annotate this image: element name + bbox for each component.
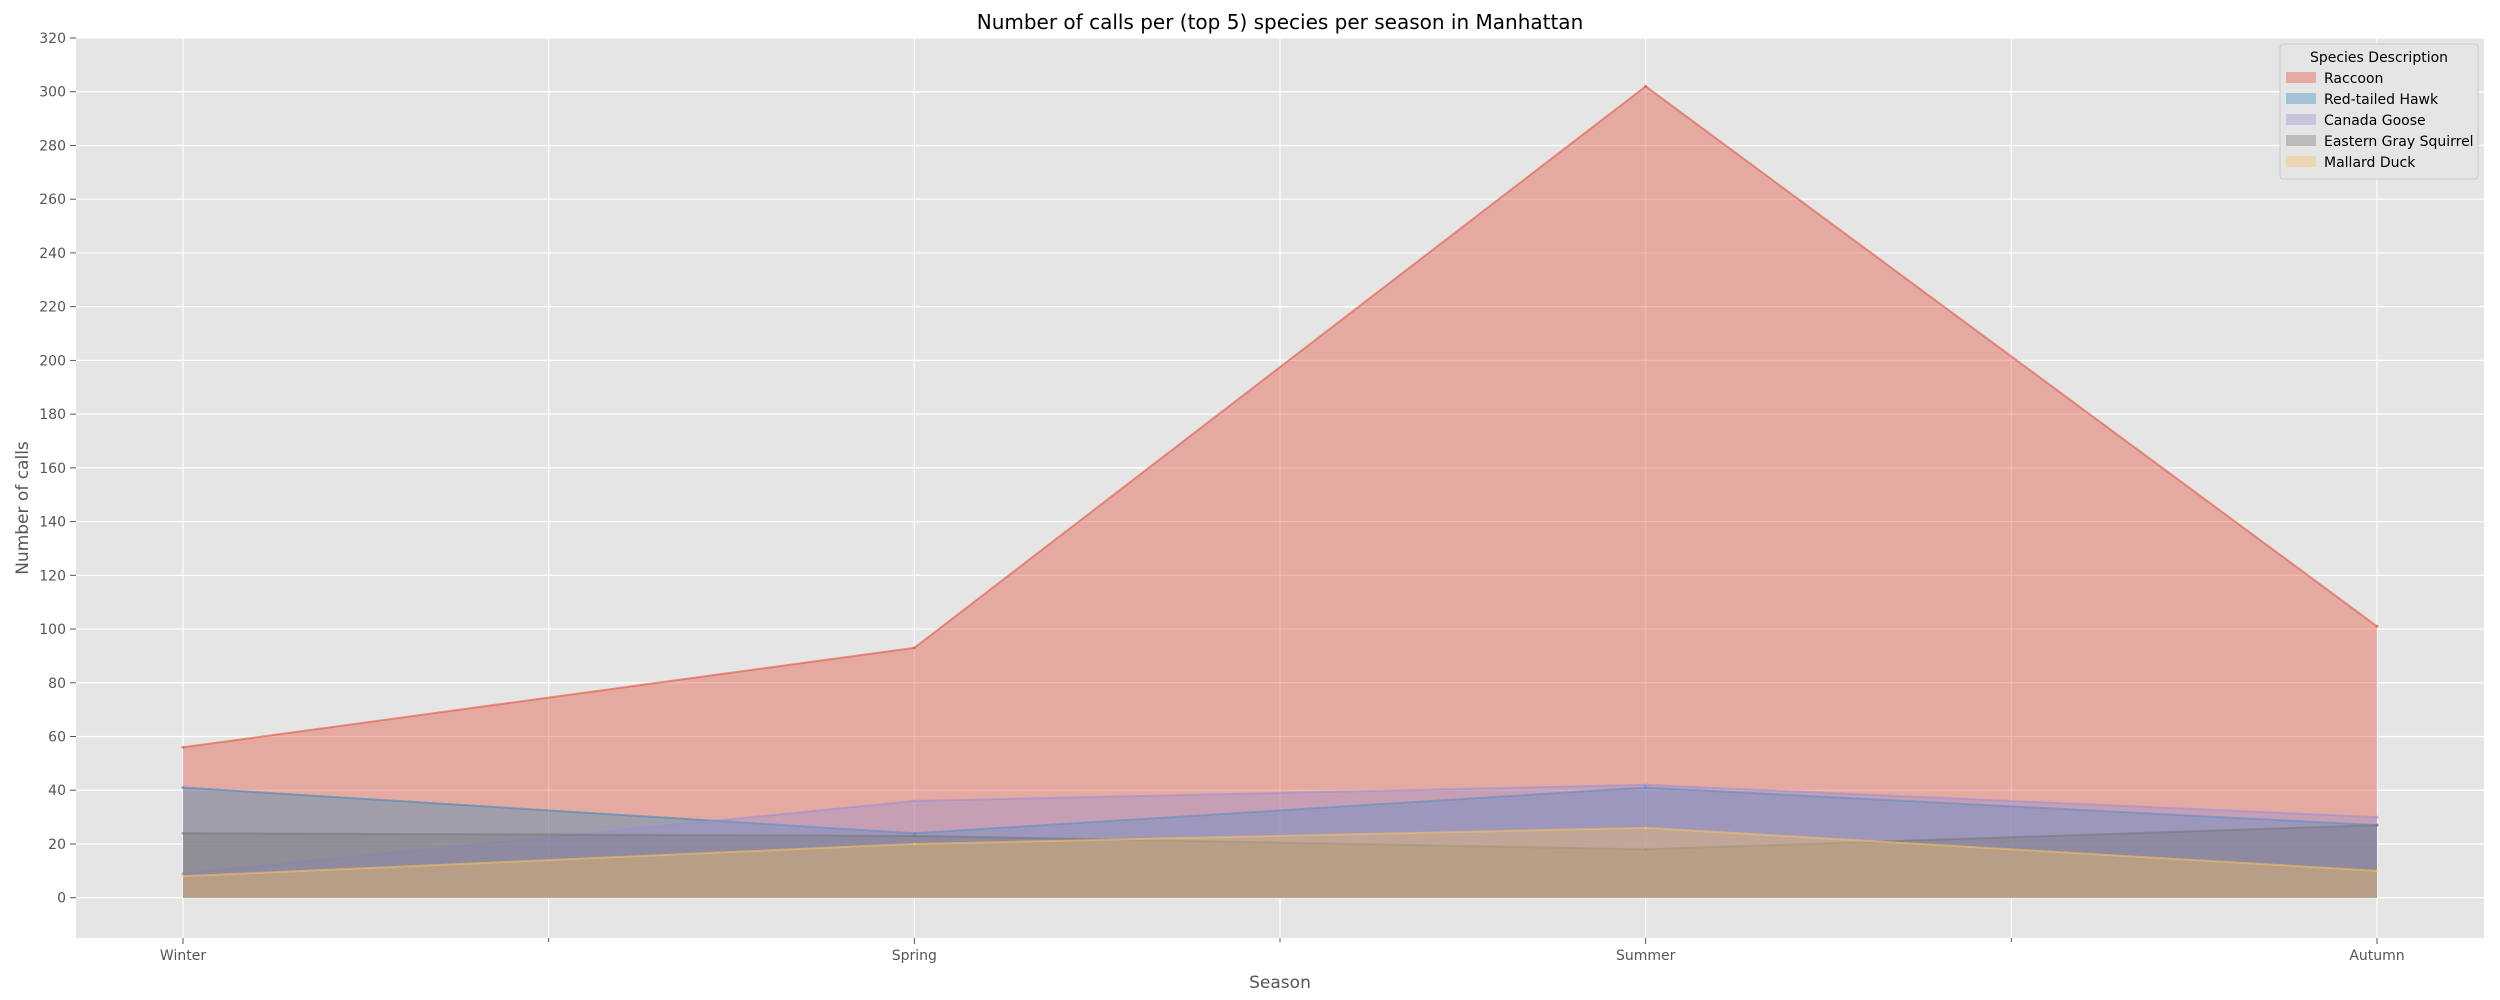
legend-swatch-red-tailed-hawk — [2286, 93, 2316, 104]
point-eastern-gray-squirrel — [912, 834, 916, 838]
x-tick-label: Spring — [892, 948, 937, 964]
legend-label-canada-goose: Canada Goose — [2324, 113, 2426, 129]
legend-label-red-tailed-hawk: Red-tailed Hawk — [2324, 92, 2439, 108]
line-red-tailed-hawk — [182, 786, 2378, 835]
chart-title: Number of calls per (top 5) species per … — [977, 10, 1584, 34]
y-tick-label: 140 — [39, 515, 66, 531]
point-red-tailed-hawk — [181, 786, 185, 790]
point-raccoon — [1644, 84, 1648, 88]
legend-swatch-raccoon — [2286, 72, 2316, 83]
y-tick-label: 320 — [39, 31, 66, 47]
legend-box — [2279, 43, 2479, 180]
y-tick-label: 80 — [48, 676, 66, 692]
y-tick-label: 180 — [39, 407, 66, 423]
point-mallard-duck — [912, 842, 916, 846]
area-raccoon — [183, 86, 2377, 898]
point-red-tailed-hawk — [912, 831, 916, 835]
y-tick-label: 100 — [39, 622, 66, 638]
y-tick-label: 240 — [39, 246, 66, 262]
point-mallard-duck — [2375, 869, 2379, 873]
y-tick-label: 160 — [39, 461, 66, 477]
line-canada-goose — [182, 783, 2378, 875]
y-tick-label: 120 — [39, 568, 66, 584]
grid-lines — [76, 37, 2484, 938]
point-raccoon — [2375, 624, 2379, 628]
y-tick-label: 20 — [48, 837, 66, 853]
point-red-tailed-hawk — [1644, 786, 1648, 790]
legend-swatch-canada-goose — [2286, 114, 2316, 125]
y-axis-title: Number of calls — [13, 441, 33, 575]
point-canada-goose — [181, 872, 185, 876]
legend-swatch-mallard-duck — [2286, 156, 2316, 167]
y-tick-label: 280 — [39, 138, 66, 154]
point-eastern-gray-squirrel — [1644, 847, 1648, 851]
y-tick-label: 0 — [57, 891, 66, 907]
line-raccoon — [182, 85, 2378, 749]
y-tick-label: 200 — [39, 353, 66, 369]
series-areas — [181, 84, 2379, 898]
point-canada-goose — [2375, 815, 2379, 819]
x-tick-label: Summer — [1616, 948, 1676, 964]
line-mallard-duck — [182, 826, 2378, 878]
legend-label-mallard-duck: Mallard Duck — [2324, 155, 2416, 171]
x-tick-label: Autumn — [2349, 948, 2404, 964]
point-eastern-gray-squirrel — [2375, 823, 2379, 827]
point-canada-goose — [912, 799, 916, 803]
line-eastern-gray-squirrel — [182, 824, 2378, 851]
y-tick-label: 40 — [48, 783, 66, 799]
area-canada-goose — [183, 784, 2377, 898]
legend-label-eastern-gray-squirrel: Eastern Gray Squirrel — [2324, 134, 2474, 150]
y-tick-label: 220 — [39, 300, 66, 316]
legend: Species Description Raccoon Red-tailed Ha… — [2279, 43, 2479, 180]
point-canada-goose — [1644, 783, 1648, 787]
legend-title: Species Description — [2310, 50, 2448, 66]
area-mallard-duck — [183, 827, 2377, 898]
y-tick-label: 300 — [39, 85, 66, 101]
x-tick-label: Winter — [160, 948, 206, 964]
point-mallard-duck — [1644, 826, 1648, 830]
legend-swatch-eastern-gray-squirrel — [2286, 135, 2316, 146]
legend-items: Raccoon Red-tailed Hawk Canada Goose Easter… — [2286, 71, 2474, 171]
point-eastern-gray-squirrel — [181, 831, 185, 835]
point-raccoon — [181, 745, 185, 749]
point-mallard-duck — [181, 874, 185, 878]
point-raccoon — [912, 646, 916, 650]
legend-label-raccoon: Raccoon — [2324, 71, 2383, 87]
axis-ticks: 0 20 40 60 80 100 120 140 160 180 200 220 240 260 280 3… — [39, 31, 2404, 964]
x-axis-title: Season — [1249, 973, 1311, 993]
y-tick-label: 260 — [39, 192, 66, 208]
y-tick-label: 60 — [48, 730, 66, 746]
